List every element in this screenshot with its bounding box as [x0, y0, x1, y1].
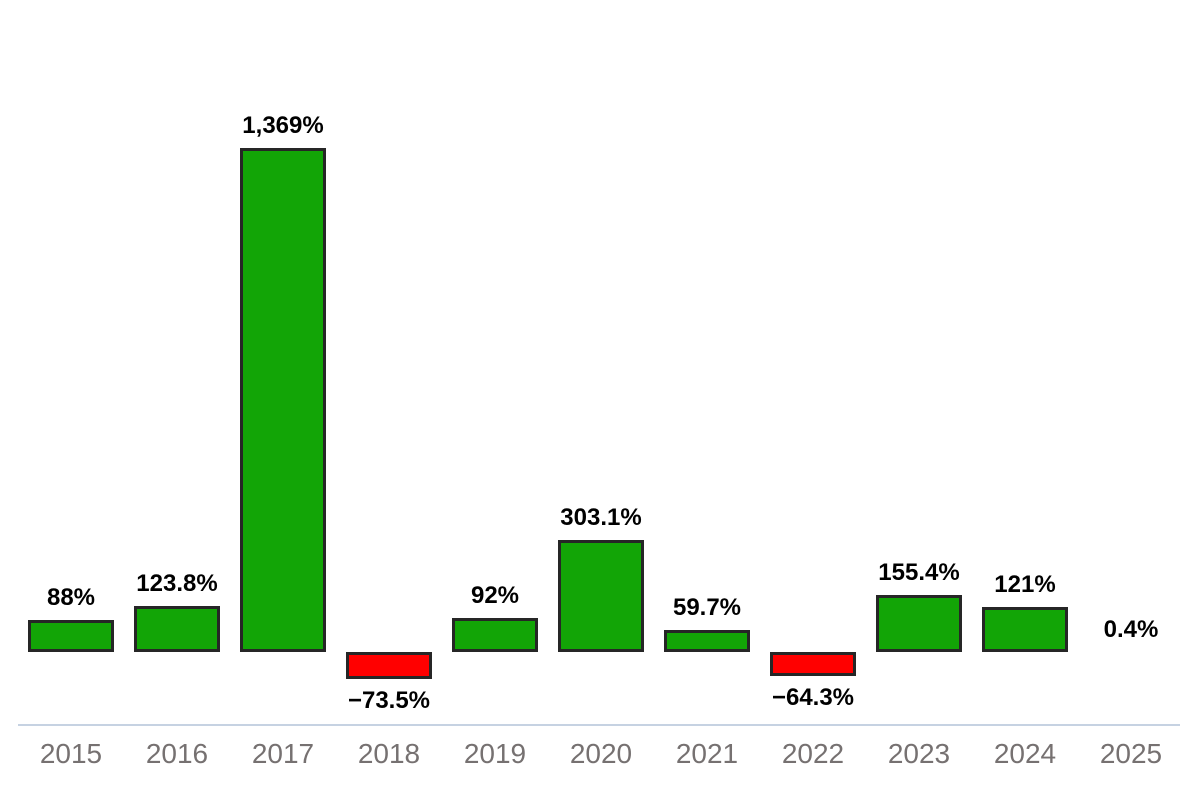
value-label-2023: 155.4% — [878, 558, 960, 586]
value-label-2022: −64.3% — [771, 683, 855, 711]
bar-2019 — [452, 618, 538, 652]
x-axis-tick-label-2022: 2022 — [781, 738, 845, 769]
bar-2024 — [982, 607, 1068, 652]
x-axis-tick-label-2018: 2018 — [357, 738, 421, 769]
value-label-2025: 0.4% — [1103, 616, 1159, 643]
x-axis-tick-label-2016: 2016 — [145, 738, 209, 769]
value-label-2021: 59.7% — [672, 594, 742, 622]
bar-2018 — [346, 652, 432, 680]
value-label-2016: 123.8% — [136, 570, 218, 598]
bar-2023 — [876, 594, 962, 652]
value-label-2015: 88% — [46, 583, 96, 611]
bar-2016 — [134, 606, 220, 652]
x-axis-tick-label-2019: 2019 — [463, 738, 527, 769]
bar-2015 — [28, 619, 114, 652]
x-axis-tick-label-2021: 2021 — [675, 738, 739, 769]
value-label-2017: 1,369% — [242, 112, 324, 139]
bar-2021 — [664, 630, 750, 652]
bar-2022 — [770, 652, 856, 676]
x-axis-tick-label-2025: 2025 — [1099, 738, 1163, 769]
value-label-2020: 303.1% — [560, 504, 642, 532]
x-axis-tick-label-2017: 2017 — [251, 738, 315, 769]
value-label-2024: 121% — [994, 571, 1056, 599]
x-axis-tick-label-2024: 2024 — [993, 738, 1057, 769]
x-axis-tick-label-2023: 2023 — [887, 738, 951, 769]
bar-2017 — [240, 148, 326, 652]
x-axis-tick-label-2015: 2015 — [39, 738, 103, 769]
bar-2020 — [558, 540, 644, 652]
value-label-2018: −73.5% — [347, 687, 431, 715]
x-axis-line — [18, 724, 1180, 726]
x-axis-tick-label-2020: 2020 — [569, 738, 633, 769]
value-label-2019: 92% — [470, 582, 520, 610]
